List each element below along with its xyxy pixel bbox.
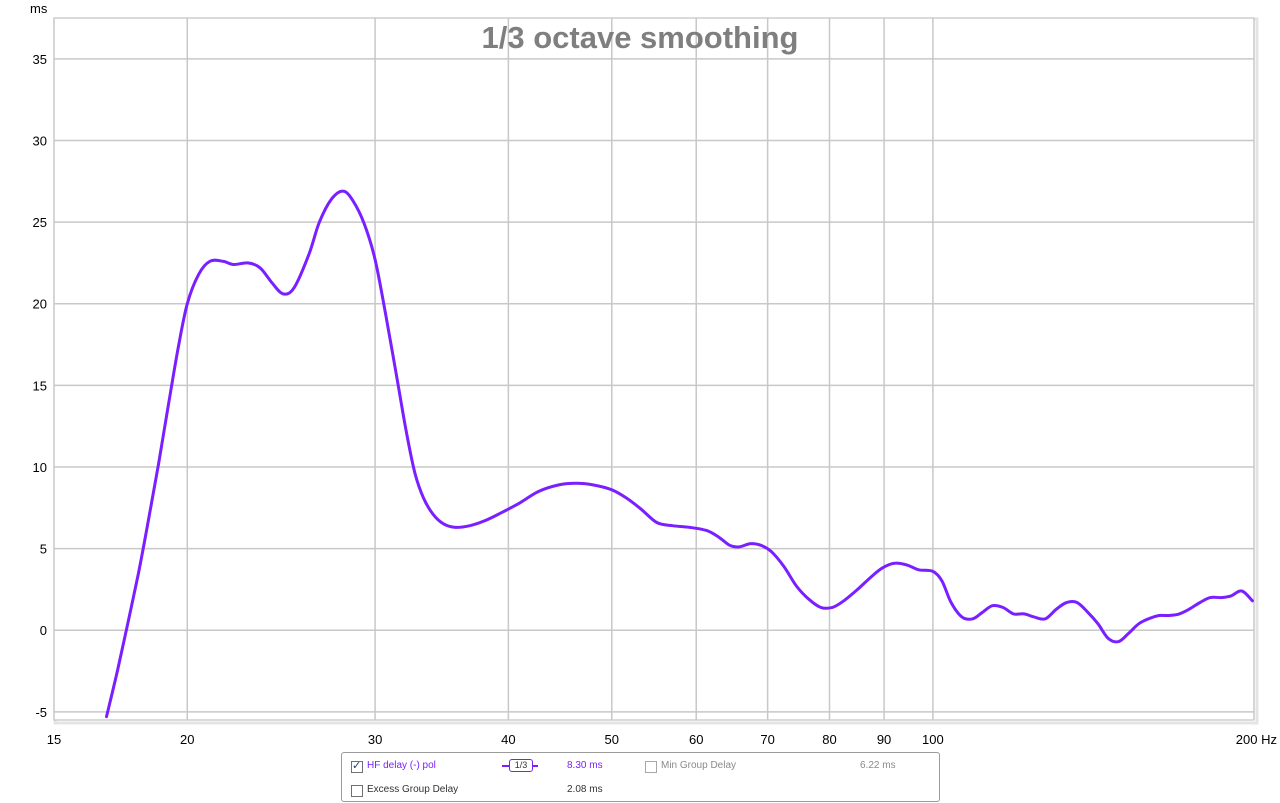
min-group-delay-checkbox[interactable] xyxy=(645,761,657,773)
y-tick-label: 5 xyxy=(40,542,47,557)
hf-delay-label: HF delay (-) pol xyxy=(367,760,436,771)
x-tick-label: 90 xyxy=(877,732,891,747)
legend-row-hf-delay: HF delay (-) pol 1/3 8.30 ms Min Group D… xyxy=(342,758,939,778)
legend-row-excess-group-delay: Excess Group Delay 2.08 ms xyxy=(342,782,939,802)
y-tick-label: 20 xyxy=(33,297,47,312)
excess-group-delay-label: Excess Group Delay xyxy=(367,784,459,795)
min-group-delay-value: 6.22 ms xyxy=(860,760,896,771)
y-tick-label: 35 xyxy=(33,52,47,67)
hf-delay-checkbox[interactable] xyxy=(351,759,363,773)
x-tick-label: 100 xyxy=(922,732,944,747)
excess-group-delay-checkbox[interactable] xyxy=(351,785,363,797)
x-tick-label: 50 xyxy=(605,732,619,747)
y-tick-label: 30 xyxy=(33,133,47,148)
min-group-delay-label: Min Group Delay xyxy=(661,760,737,771)
x-tick-label: 20 xyxy=(180,732,194,747)
x-tick-label: 15 xyxy=(47,732,61,747)
y-tick-label: -5 xyxy=(35,705,47,720)
series-line-hf-delay xyxy=(105,189,1254,719)
legend-panel: HF delay (-) pol 1/3 8.30 ms Min Group D… xyxy=(341,752,940,802)
x-tick-label: 40 xyxy=(501,732,515,747)
y-tick-label: 0 xyxy=(40,623,47,638)
plot-area xyxy=(53,17,1255,721)
x-tick-labels: 15 20 30 40 50 60 70 80 90 100 200 Hz xyxy=(47,732,1277,747)
x-tick-label: 30 xyxy=(368,732,382,747)
x-tick-label: 200 Hz xyxy=(1236,732,1277,747)
smoothing-value: 1/3 xyxy=(509,759,533,772)
x-tick-label: 60 xyxy=(689,732,703,747)
chart-title: 1/3 octave smoothing xyxy=(482,20,799,55)
y-tick-label: 10 xyxy=(33,460,47,475)
y-tick-label: 25 xyxy=(33,215,47,230)
y-tick-label: 15 xyxy=(33,378,47,393)
group-delay-chart: -5 0 5 10 15 20 25 30 35 15 20 30 40 50 60 70 80 90 100 20… xyxy=(30,1,1277,747)
x-tick-label: 80 xyxy=(822,732,836,747)
x-tick-label: 70 xyxy=(760,732,774,747)
smoothing-indicator[interactable]: 1/3 xyxy=(502,759,538,772)
y-tick-labels: -5 0 5 10 15 20 25 30 35 xyxy=(33,52,47,720)
grid-lines xyxy=(53,18,1255,720)
excess-group-delay-value: 2.08 ms xyxy=(567,784,603,795)
y-axis-unit-label: ms xyxy=(30,1,48,16)
hf-delay-value: 8.30 ms xyxy=(567,760,603,771)
